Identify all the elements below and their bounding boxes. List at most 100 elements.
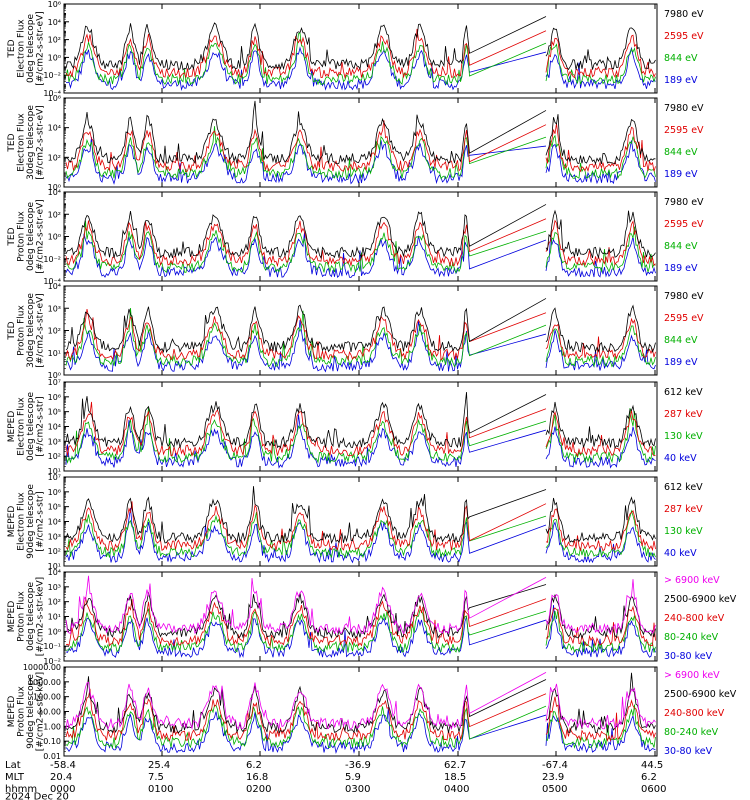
y-tick-label: 10⁻² — [43, 71, 61, 80]
series-trace — [65, 28, 656, 80]
series-trace — [65, 16, 656, 71]
x-axis-row-label: hhmm — [5, 784, 37, 795]
x-tick-hhmm: 0400 — [444, 784, 469, 795]
y-axis-label: TED Electron Flux 30deg telescope [#/cm2-s-… — [7, 105, 46, 180]
legend-entry: 612 keV — [664, 387, 703, 398]
y-axis-label-line: [#/cm2-s-str-eV] — [36, 11, 46, 86]
x-tick-lat: 6.2 — [246, 760, 262, 771]
y-tick-label: 10⁶ — [48, 393, 61, 402]
y-axis-label-line: TED — [7, 227, 17, 246]
y-tick-label: 10⁴ — [48, 518, 61, 527]
y-tick-label: 10⁴ — [48, 282, 61, 291]
y-tick-label: 10⁵ — [48, 503, 61, 512]
legend-entry: 240-800 keV — [664, 708, 725, 719]
y-tick-label: 10⁰ — [48, 53, 61, 62]
legend-entry: 2595 eV — [664, 125, 704, 136]
legend-entry: 40 keV — [664, 548, 697, 559]
y-tick-label: 10.00 — [38, 708, 61, 717]
y-axis-label-line: TED — [7, 321, 17, 340]
y-tick-label: 100.00 — [33, 693, 61, 702]
legend-entry: 2500-6900 keV — [664, 594, 737, 605]
y-tick-label: 10⁻¹ — [43, 642, 61, 651]
series-trace — [65, 120, 656, 173]
legend-entry: 612 keV — [664, 482, 703, 493]
y-tick-label: 10⁰ — [48, 233, 61, 242]
y-tick-label: 10⁻² — [43, 255, 61, 264]
y-axis-label-line: Electron Flux — [17, 492, 27, 551]
legend-entry: 80-240 keV — [664, 632, 719, 643]
y-axis-label-line: Electron Flux — [17, 19, 27, 78]
y-axis-label-line: [#/cm2-s-str-eV] — [36, 199, 46, 274]
y-tick-label: 10⁴ — [48, 188, 61, 197]
series-trace — [65, 46, 656, 91]
x-tick-mlt: 6.2 — [641, 772, 657, 783]
y-tick-label: 10⁵ — [48, 408, 61, 417]
y-axis-label: MEPED Proton Flux 90deg telescope [#/cm2-s-… — [7, 672, 46, 751]
legend-entry: 2500-6900 keV — [664, 689, 737, 700]
y-axis-label-line: TED — [7, 133, 17, 152]
panel-frame — [63, 3, 658, 94]
x-tick-lat: 25.4 — [148, 760, 170, 771]
y-tick-label: 0.01 — [43, 752, 61, 761]
y-axis-label-line: Proton Flux — [17, 305, 27, 356]
y-tick-label: 10³ — [48, 583, 61, 592]
legend-entry: 240-800 keV — [664, 613, 725, 624]
legend-entry: 189 eV — [664, 357, 698, 368]
y-tick-label: 10⁰ — [48, 183, 61, 192]
panel-1: 10⁻² 10⁰ 10² 10⁴ 10⁶ 10⁻⁴ TED Electron Flux 0deg… — [7, 0, 704, 98]
x-tick-mlt: 5.9 — [345, 772, 361, 783]
y-axis-label: MEPED Electron Flux 0deg telescope [#/cm2-s… — [7, 392, 46, 462]
series-trace — [65, 509, 656, 559]
legend-entry: 80-240 keV — [664, 727, 719, 738]
series-trace — [65, 100, 656, 165]
y-tick-label: 10² — [48, 547, 61, 556]
y-axis-label-line: TED — [7, 39, 17, 58]
y-tick-label: 10² — [48, 210, 61, 219]
y-axis-label-line: 30deg telescope — [26, 105, 36, 180]
series-trace — [65, 575, 656, 635]
y-tick-label: 10⁷ — [48, 473, 61, 482]
x-tick-mlt: 16.8 — [246, 772, 268, 783]
legend-entry: 130 keV — [664, 526, 703, 537]
y-axis-label: TED Electron Flux 0deg telescope [#/cm2-s-s… — [7, 11, 46, 86]
x-tick-hhmm: 0600 — [641, 784, 666, 795]
panel-frame — [63, 97, 658, 188]
series-trace — [65, 220, 656, 274]
x-tick-lat: 44.5 — [641, 760, 663, 771]
series-trace — [65, 392, 656, 449]
x-axis-row-label: MLT — [5, 772, 25, 783]
series-trace — [65, 126, 656, 181]
legend-entry: > 6900 keV — [664, 670, 720, 681]
y-tick-label: 10⁻⁴ — [43, 89, 61, 98]
legend-entry: 2595 eV — [664, 313, 704, 324]
y-tick-label: 10⁶ — [48, 0, 61, 9]
series-trace — [65, 671, 656, 731]
x-tick-hhmm: 0300 — [345, 784, 370, 795]
y-tick-label: 10⁷ — [48, 378, 61, 387]
y-tick-label: 10000.00 — [23, 663, 61, 672]
series-trace — [65, 407, 656, 464]
legend-entry: 189 eV — [664, 169, 698, 180]
series-trace — [65, 32, 656, 86]
y-tick-label: 0.10 — [43, 737, 61, 746]
y-axis-label: TED Proton Flux 0deg telescope [#/cm2-s-str… — [7, 199, 46, 274]
y-tick-label: 10³ — [48, 304, 61, 313]
series-trace — [65, 401, 656, 457]
y-axis-label-line: Proton Flux — [17, 686, 27, 737]
y-tick-label: 10² — [48, 153, 61, 162]
y-tick-label: 10¹ — [48, 562, 61, 571]
legend-entry: 844 eV — [664, 53, 698, 64]
legend-entry: 2595 eV — [664, 31, 704, 42]
x-tick-mlt: 23.9 — [542, 772, 564, 783]
y-axis-label-line: Electron Flux — [17, 113, 27, 172]
y-tick-label: 10⁴ — [48, 568, 61, 577]
y-axis-label-line: Proton Flux — [17, 591, 27, 642]
y-tick-label: 10² — [48, 327, 61, 336]
x-tick-lat: 62.7 — [444, 760, 466, 771]
x-axis-date: 2024 Dec 20 — [5, 792, 69, 800]
legend-entry: 844 eV — [664, 147, 698, 158]
